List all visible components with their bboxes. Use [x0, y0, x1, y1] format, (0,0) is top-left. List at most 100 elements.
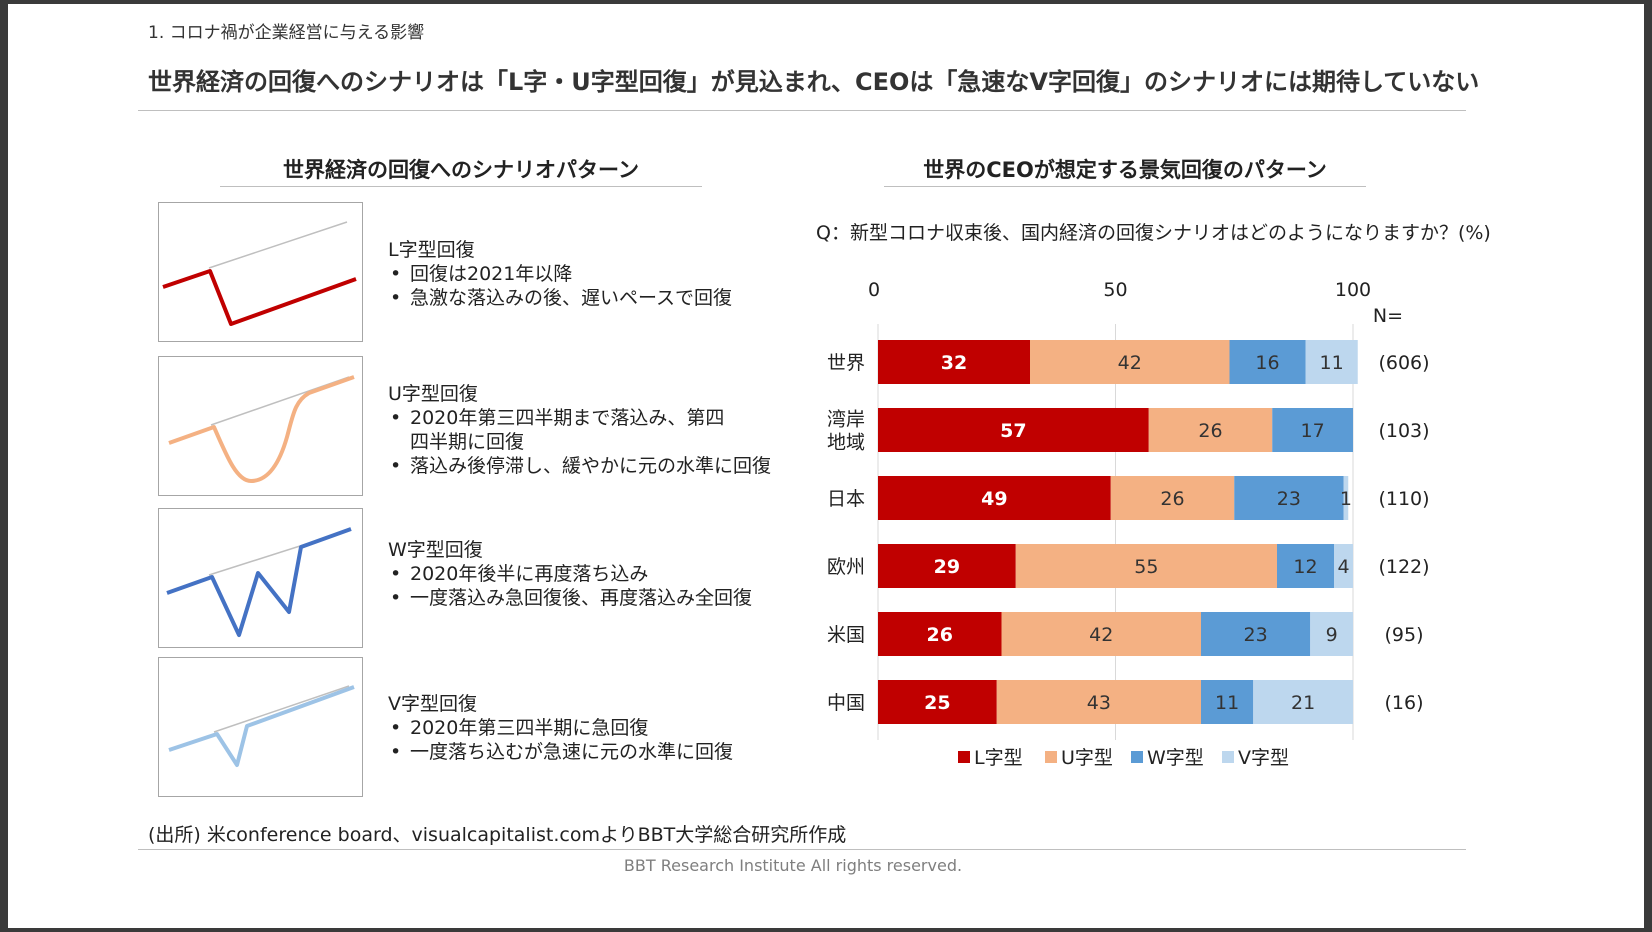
bar-value-label: 9 — [1326, 624, 1338, 646]
bar-value-label: 57 — [1000, 420, 1026, 442]
category-label-line: 世界 — [827, 352, 865, 374]
u-shape-description: U字型回復 2020年第三四半期まで落込み、第四四半期に回復 落込み後停滞し、緩… — [388, 382, 771, 478]
bar-segment — [1110, 476, 1235, 520]
pattern-name: U字型回復 — [388, 383, 478, 405]
bar-segment — [1310, 612, 1353, 656]
bar-value-label: 26 — [1198, 420, 1222, 442]
footer-divider — [138, 849, 1466, 850]
bar-segment — [1253, 680, 1353, 724]
category-label-line: 欧州 — [827, 556, 865, 578]
category-label: 湾岸地域 — [827, 409, 865, 454]
category-label: 中国 — [827, 692, 865, 714]
v-shape-description: V字型回復 2020年第三四半期に急回復 一度落ち込むが急速に元の水準に回復 — [388, 692, 733, 764]
bar-segment — [878, 476, 1111, 520]
bar-value-label: 42 — [1118, 352, 1142, 374]
bullet-item: 2020年後半に再度落ち込み — [388, 562, 752, 586]
category-label: 世界 — [827, 352, 865, 374]
n-label: (103) — [1378, 420, 1429, 442]
bar-segment — [996, 680, 1201, 724]
bar-segment — [1229, 340, 1306, 384]
bar-value-label: 49 — [981, 488, 1007, 510]
n-header: N= — [1373, 305, 1403, 327]
x-tick-label: 0 — [868, 279, 880, 301]
l-shape-description: L字型回復 回復は2021年以降 急激な落込みの後、遅いペースで回復 — [388, 238, 732, 310]
u-shape-curve — [168, 375, 355, 483]
bullet-item: 回復は2021年以降 — [388, 262, 732, 286]
v-shape-diagram — [158, 657, 363, 797]
bullet-item: 一度落込み急回復後、再度落込み全回復 — [388, 586, 752, 610]
l-shape-curve — [162, 269, 357, 326]
n-label: (95) — [1384, 624, 1423, 646]
legend-label: U字型 — [1061, 747, 1113, 769]
pattern-name: W字型回復 — [388, 539, 483, 561]
bar-value-label: 43 — [1087, 692, 1111, 714]
grid-lines — [877, 324, 1354, 740]
bar-segment — [1234, 476, 1344, 520]
category-label-line: 地域 — [827, 432, 865, 454]
bar-segment — [1201, 680, 1254, 724]
category-label-line: 日本 — [827, 488, 865, 510]
bar-segment — [1277, 544, 1334, 588]
bar-value-label: 29 — [934, 556, 960, 578]
bullet-item: 2020年第三四半期に急回復 — [388, 716, 733, 740]
bar-value-label: 12 — [1293, 556, 1317, 578]
bar-value-label: 42 — [1089, 624, 1113, 646]
legend-swatch — [1045, 751, 1057, 763]
bar-value-label: 11 — [1215, 692, 1239, 714]
pattern-name: V字型回復 — [388, 693, 477, 715]
bar-value-label: 32 — [941, 352, 967, 374]
bar-segment — [1148, 408, 1273, 452]
bar-value-label: 55 — [1134, 556, 1158, 578]
bar-segment — [878, 544, 1016, 588]
legend-swatch — [1131, 751, 1143, 763]
w-shape-diagram — [158, 508, 363, 648]
category-label: 米国 — [827, 624, 865, 646]
page-title: 世界経済の回復へのシナリオは「L字・U字型回復」が見込まれ、CEOは「急速なV字… — [148, 68, 1480, 96]
legend-swatch — [958, 751, 970, 763]
bullet-item: 急激な落込みの後、遅いペースで回復 — [388, 286, 732, 310]
n-label: (110) — [1378, 488, 1429, 510]
trend-line — [213, 685, 350, 733]
bar-value-label: 26 — [927, 624, 953, 646]
category-labels: 世界 (606) 湾岸地域 (103) 日本 (110) 欧州 (122) 米国 (95) 中国 (1… — [827, 352, 1430, 714]
bar-value-label: 21 — [1291, 692, 1315, 714]
bar-value-label: 25 — [924, 692, 950, 714]
x-tick-label: 50 — [1103, 279, 1127, 301]
category-label-line: 米国 — [827, 624, 865, 646]
stacked-bar-chart: 0 50 100 32 42 16 11 57 26 17 49 26 23 1 29 55 12 4 26 42 2… — [827, 279, 1430, 769]
slide: 1. コロナ禍が企業経営に与える影響 世界経済の回復へのシナリオは「L字・U字型… — [8, 4, 1644, 928]
bars: 32 42 16 11 57 26 17 49 26 23 1 29 55 12 4 26 42 23 9 25 43 1… — [878, 340, 1358, 724]
bar-value-label: 11 — [1320, 352, 1344, 374]
bar-segment — [1334, 544, 1353, 588]
bar-value-label: 26 — [1160, 488, 1184, 510]
section-label: 1. コロナ禍が企業経営に与える影響 — [148, 23, 425, 43]
w-shape-curve — [166, 527, 352, 637]
u-shape-diagram — [158, 356, 363, 496]
copyright: BBT Research Institute All rights reserv… — [623, 856, 963, 875]
bar-value-label: 23 — [1277, 488, 1301, 510]
bar-segment — [1001, 612, 1201, 656]
bar-value-label: 16 — [1255, 352, 1279, 374]
source-note: (出所) 米conference board、visualcapitalist.… — [148, 824, 847, 846]
n-label: (122) — [1378, 556, 1429, 578]
bar-segment — [1343, 476, 1349, 520]
right-panel-title: 世界のCEOが想定する景気回復のパターン — [923, 158, 1327, 182]
bar-segment — [878, 340, 1030, 384]
w-shape-description: W字型回復 2020年後半に再度落ち込み 一度落込み急回復後、再度落込み全回復 — [388, 538, 752, 610]
bullet-item: 一度落ち込むが急速に元の水準に回復 — [388, 740, 733, 764]
v-shape-curve — [168, 685, 355, 767]
category-label: 日本 — [827, 488, 865, 510]
category-label-line: 湾岸 — [827, 409, 865, 431]
bar-segment — [878, 612, 1002, 656]
bar-segment — [1272, 408, 1353, 452]
category-label: 欧州 — [827, 556, 865, 578]
bar-segment — [1030, 340, 1230, 384]
left-panel-title: 世界経済の回復へのシナリオパターン — [283, 158, 639, 182]
chart-legend: L字型 U字型 W字型 V字型 — [958, 747, 1289, 769]
x-axis-ticks: 0 50 100 — [868, 279, 1371, 301]
bar-segment — [1015, 544, 1277, 588]
x-tick-label: 100 — [1335, 279, 1371, 301]
right-panel-divider — [884, 186, 1366, 187]
bullet-item: 落込み後停滞し、緩やかに元の水準に回復 — [388, 454, 771, 478]
bar-value-label: 23 — [1244, 624, 1268, 646]
